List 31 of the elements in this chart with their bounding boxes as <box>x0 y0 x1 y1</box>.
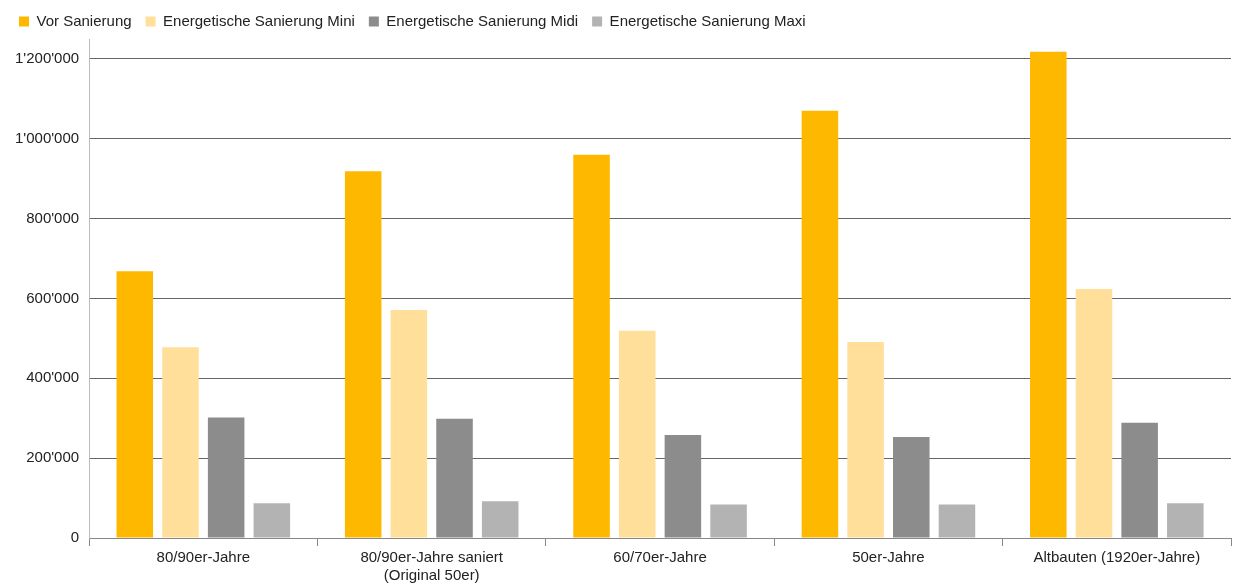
legend-label: Energetische Sanierung Mini <box>163 11 355 29</box>
x-tick-label: 80/90er-Jahre <box>156 548 251 566</box>
y-tick-label: 200'000 <box>26 448 80 466</box>
bar <box>618 330 656 538</box>
bar <box>116 271 154 538</box>
y-tick-label: 600'000 <box>26 288 80 306</box>
bar <box>938 504 976 538</box>
legend-label: Vor Sanierung <box>36 11 132 29</box>
bar <box>1075 288 1113 538</box>
bar <box>573 154 610 538</box>
bar <box>481 501 519 538</box>
bar <box>344 171 382 538</box>
x-tick-label: 60/70er-Jahre <box>613 548 707 566</box>
x-tick-label: 80/90er-Jahre saniert (Original 50er) <box>360 548 504 584</box>
y-tick-label: 400'000 <box>26 368 80 386</box>
bar <box>253 503 291 538</box>
bar <box>847 341 884 538</box>
legend-label: Energetische Sanierung Maxi <box>609 11 806 29</box>
x-tick-label: Altbauten (1920er-Jahre) <box>1033 548 1201 566</box>
bar <box>390 310 428 538</box>
bar <box>1167 503 1204 538</box>
x-tick-label: 50er-Jahre <box>852 548 925 566</box>
y-tick-label: 0 <box>70 528 80 546</box>
y-tick-label: 1'000'000 <box>15 128 80 146</box>
bar <box>801 110 839 538</box>
bar <box>1030 51 1067 538</box>
y-tick-label: 800'000 <box>26 208 80 226</box>
bar <box>162 347 199 538</box>
bar <box>710 504 747 538</box>
y-tick-label: 1'200'000 <box>15 49 80 67</box>
legend-label: Energetische Sanierung Midi <box>386 11 579 29</box>
